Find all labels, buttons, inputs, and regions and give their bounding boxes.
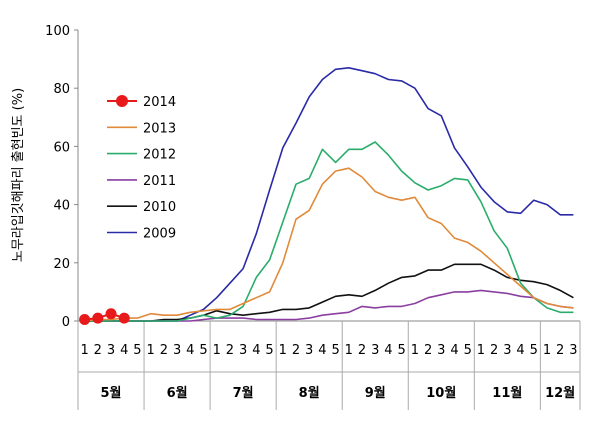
legend-item-2014: 2014 [107, 95, 176, 110]
x-week-label: 5 [464, 343, 472, 358]
x-week-label: 2 [358, 343, 366, 358]
y-tick-label: 20 [53, 257, 70, 272]
x-week-label: 2 [424, 343, 432, 358]
x-week-label: 1 [213, 343, 221, 358]
x-week-label: 1 [477, 343, 485, 358]
data-point-2014 [92, 312, 104, 324]
data-point-2014 [118, 312, 130, 324]
x-month-label: 5월 [101, 385, 122, 401]
y-axis-title: 노무라입깃해파리 출현빈도 (%) [11, 88, 26, 262]
x-week-label: 5 [398, 343, 406, 358]
series-markers-2014 [79, 308, 130, 326]
legend-item-2012: 2012 [107, 148, 176, 163]
x-week-label: 3 [305, 343, 313, 358]
legend: 2014 2013 2012 2011 2010 2009 [107, 95, 176, 242]
legend-item-2009: 2009 [107, 227, 176, 242]
legend-label: 2011 [143, 174, 176, 189]
x-week-label: 2 [160, 343, 168, 358]
x-week-label: 3 [173, 343, 181, 358]
x-week-label: 5 [331, 343, 339, 358]
x-month-label: 12월 [545, 385, 575, 401]
x-week-label: 2 [490, 343, 498, 358]
x-month-label: 9월 [365, 385, 386, 401]
series-line-2011 [84, 289, 574, 322]
x-week-label: 5 [530, 343, 538, 358]
x-week-label: 2 [556, 343, 564, 358]
x-week-label: 1 [543, 343, 551, 358]
x-month-label: 10월 [426, 385, 456, 401]
x-week-label: 4 [516, 343, 524, 358]
x-week-label: 1 [147, 343, 155, 358]
x-week-label: 2 [94, 343, 102, 358]
legend-label: 2009 [143, 227, 176, 242]
y-tick-label: 60 [53, 140, 70, 155]
x-week-label: 3 [437, 343, 445, 358]
x-month-labels: 5월 6월 7월 8월 9월 10월 11월 12월 [101, 385, 576, 401]
x-week-label: 3 [503, 343, 511, 358]
series-line-2014 [84, 312, 125, 321]
data-point-2014 [105, 308, 117, 320]
x-week-label: 3 [239, 343, 247, 358]
x-week-label: 4 [186, 343, 194, 358]
x-week-label: 2 [292, 343, 300, 358]
legend-item-2013: 2013 [107, 121, 176, 136]
x-week-label: 4 [450, 343, 458, 358]
legend-label: 2013 [143, 121, 176, 136]
y-tick-label: 80 [53, 82, 70, 97]
x-month-label: 8월 [299, 385, 320, 401]
series-line-2010 [84, 263, 574, 322]
data-point-2014 [79, 314, 91, 326]
x-week-label: 4 [120, 343, 128, 358]
x-week-label: 1 [279, 343, 287, 358]
legend-item-2010: 2010 [107, 200, 176, 215]
legend-marker [116, 95, 128, 107]
x-week-label: 2 [226, 343, 234, 358]
y-tick-label: 40 [53, 199, 70, 214]
x-week-label: 1 [80, 343, 88, 358]
x-week-label: 4 [318, 343, 326, 358]
y-tick-label: 0 [62, 315, 70, 330]
x-week-label: 5 [265, 343, 273, 358]
x-week-label: 4 [252, 343, 260, 358]
x-week-label: 3 [107, 343, 115, 358]
x-month-label: 6월 [167, 385, 188, 401]
x-week-label: 5 [199, 343, 207, 358]
legend-item-2011: 2011 [107, 174, 176, 189]
series-line-2013 [84, 167, 574, 322]
series-line-2012 [84, 141, 574, 322]
series-layer [79, 67, 574, 326]
x-month-label: 7월 [233, 385, 254, 401]
legend-label: 2014 [143, 95, 176, 110]
x-week-label: 3 [371, 343, 379, 358]
legend-label: 2010 [143, 200, 176, 215]
x-week-label: 4 [384, 343, 392, 358]
legend-label: 2012 [143, 148, 176, 163]
x-month-label: 11월 [492, 385, 522, 401]
y-ticks: 0 20 40 60 80 100 [45, 24, 78, 330]
y-tick-label: 100 [45, 24, 70, 39]
x-week-label: 5 [133, 343, 141, 358]
x-week-label: 1 [411, 343, 419, 358]
x-week-label: 1 [345, 343, 353, 358]
x-week-label: 3 [569, 343, 577, 358]
